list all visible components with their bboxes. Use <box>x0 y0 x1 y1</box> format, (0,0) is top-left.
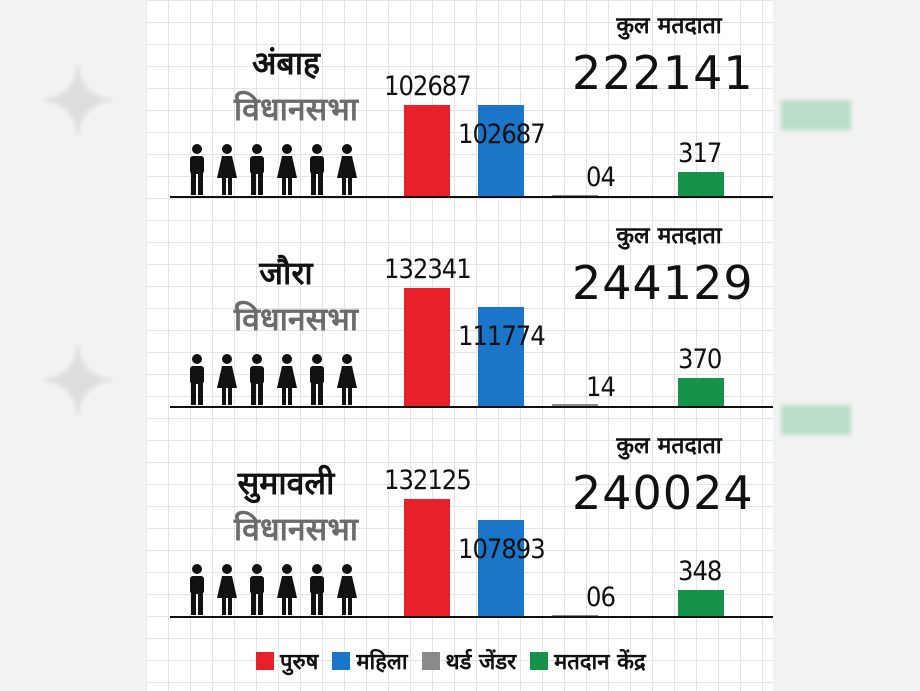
male-figure-icon <box>250 144 264 195</box>
background-right <box>773 0 920 691</box>
legend-swatch-male <box>256 652 274 670</box>
legend-item-female: महिला <box>332 646 408 676</box>
value-label-polling-centers: 317 <box>678 138 722 169</box>
male-figure-icon <box>190 144 204 195</box>
male-figure-icon <box>190 354 204 405</box>
constituency-name: जौरा <box>259 254 313 292</box>
female-figure-icon <box>277 144 297 195</box>
male-figure-icon <box>250 564 264 615</box>
panel-constituency-3: सुमावली विधानसभा 132125 107893 06 348 कुल मतदा… <box>146 420 773 628</box>
total-voters-value: 244129 <box>572 256 754 310</box>
legend-item-third-gender: थर्ड जेंडर <box>421 646 517 676</box>
male-figure-icon <box>250 354 264 405</box>
value-label-male: 102687 <box>384 71 472 102</box>
legend-item-polling-centers: मतदान केंद्र <box>530 646 646 676</box>
infographic-card: अंबाह विधानसभा 102687 102687 04 317 कुल मतदाता… <box>146 0 773 691</box>
total-voters-title: कुल मतदाता <box>616 433 722 459</box>
panel-constituency-2: जौरा विधानसभा 132341 111774 14 370 कुल मतदाता 2… <box>146 210 773 418</box>
people-icon-row <box>186 562 366 616</box>
female-figure-icon <box>337 144 357 195</box>
value-label-polling-centers: 348 <box>678 556 722 587</box>
legend-label-third-gender: थर्ड जेंडर <box>445 650 517 675</box>
total-voters-title: कुल मतदाता <box>616 13 722 39</box>
total-voters-value: 222141 <box>572 46 754 100</box>
constituency-subtitle: विधानसभा <box>233 300 359 338</box>
legend-item-male: पुरुष <box>256 646 318 676</box>
total-voters-title: कुल मतदाता <box>616 223 722 249</box>
axis-baseline <box>170 616 773 618</box>
female-figure-icon <box>277 354 297 405</box>
background-left: ✦ ✦ <box>0 0 146 691</box>
value-label-third-gender: 06 <box>586 582 616 613</box>
male-figure-icon <box>310 144 324 195</box>
legend: पुरुष महिला थर्ड जेंडर मतदान केंद्र <box>256 646 646 676</box>
value-label-female: 111774 <box>458 321 546 352</box>
bar-female <box>478 520 524 616</box>
axis-baseline <box>170 406 773 408</box>
people-icon-row <box>186 352 366 406</box>
value-label-male: 132125 <box>384 465 472 496</box>
female-figure-icon <box>277 564 297 615</box>
female-figure-icon <box>217 564 237 615</box>
bar-female <box>478 105 524 196</box>
constituency-subtitle: विधानसभा <box>233 510 359 548</box>
value-label-female: 107893 <box>458 534 546 565</box>
bar-polling-centers <box>678 172 724 196</box>
bar-third-gender <box>552 615 598 616</box>
people-icon-row <box>186 142 366 196</box>
legend-swatch-female <box>332 652 351 670</box>
bar-polling-centers <box>678 378 724 406</box>
bar-male <box>404 288 450 406</box>
value-label-third-gender: 04 <box>586 162 616 193</box>
legend-swatch-third-gender <box>421 652 440 670</box>
male-figure-icon <box>190 564 204 615</box>
total-voters-value: 240024 <box>572 466 754 520</box>
female-figure-icon <box>337 354 357 405</box>
legend-swatch-polling-centers <box>530 652 549 670</box>
female-figure-icon <box>337 564 357 615</box>
axis-baseline <box>170 196 773 198</box>
bar-male <box>404 105 450 196</box>
legend-label-polling-centers: मतदान केंद्र <box>554 650 646 675</box>
constituency-name: अंबाह <box>251 44 320 82</box>
female-figure-icon <box>217 354 237 405</box>
male-figure-icon <box>310 354 324 405</box>
panel-constituency-1: अंबाह विधानसभा 102687 102687 04 317 कुल मतदाता… <box>146 0 773 208</box>
value-label-third-gender: 14 <box>586 372 616 403</box>
legend-label-male: पुरुष <box>280 650 319 675</box>
value-label-female: 102687 <box>458 119 546 150</box>
constituency-subtitle: विधानसभा <box>233 90 359 128</box>
bar-third-gender <box>552 195 598 196</box>
constituency-name: सुमावली <box>237 464 335 502</box>
bar-male <box>404 499 450 616</box>
female-figure-icon <box>217 144 237 195</box>
bar-polling-centers <box>678 590 724 616</box>
male-figure-icon <box>310 564 324 615</box>
bar-third-gender <box>552 404 598 406</box>
value-label-polling-centers: 370 <box>678 344 722 375</box>
value-label-male: 132341 <box>384 254 472 285</box>
bar-female <box>478 307 524 406</box>
legend-label-female: महिला <box>356 650 408 675</box>
